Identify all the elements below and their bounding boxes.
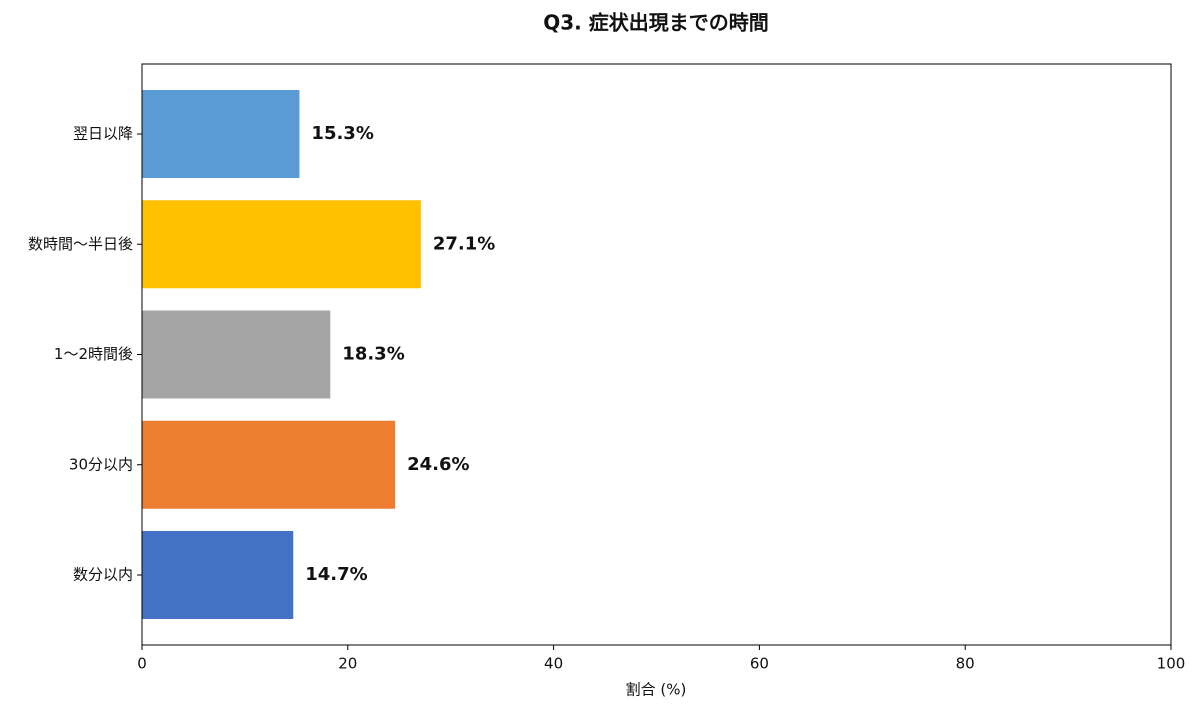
- bar: [142, 531, 294, 619]
- bar: [142, 200, 421, 289]
- value-label: 18.3%: [342, 344, 404, 365]
- value-label: 14.7%: [305, 564, 367, 585]
- y-tick-label: 30分以内: [69, 455, 133, 473]
- x-tick-label: 20: [338, 655, 357, 673]
- value-label: 27.1%: [433, 233, 495, 254]
- value-label: 15.3%: [311, 123, 373, 144]
- bar: [142, 420, 396, 509]
- y-tick-label: 数時間〜半日後: [28, 235, 133, 253]
- bar: [142, 90, 300, 178]
- y-tick-label: 翌日以降: [73, 125, 133, 143]
- x-tick-label: 60: [750, 655, 769, 673]
- x-axis-label: 割合 (%): [626, 681, 687, 699]
- x-tick-label: 0: [137, 655, 147, 673]
- y-tick-label: 数分以内: [73, 566, 133, 584]
- chart-title: Q3. 症状出現までの時間: [543, 11, 768, 35]
- x-tick-label: 100: [1157, 655, 1186, 673]
- x-tick-label: 80: [956, 655, 975, 673]
- x-tick-label: 40: [544, 655, 563, 673]
- y-tick-label: 1〜2時間後: [54, 345, 133, 363]
- value-label: 24.6%: [407, 454, 469, 475]
- bar: [142, 310, 331, 399]
- plot-frame: [141, 63, 1172, 646]
